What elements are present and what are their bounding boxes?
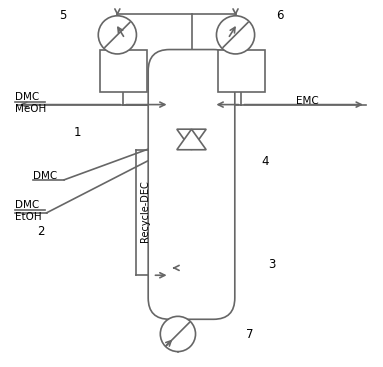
Bar [218,50,265,92]
Text: EtOH: EtOH [15,212,42,222]
Text: Recycle-DEC: Recycle-DEC [140,180,150,242]
Circle shape [98,16,136,54]
Circle shape [160,316,196,352]
Text: 4: 4 [261,155,268,168]
Text: 3: 3 [268,258,276,271]
Text: 6: 6 [276,9,283,22]
Text: DMC: DMC [15,91,39,102]
Bar [100,50,147,92]
Text: DMC: DMC [15,200,39,210]
Text: 1: 1 [74,126,82,139]
Text: MeOH: MeOH [15,104,47,114]
FancyBboxPatch shape [148,50,235,319]
Text: DMC: DMC [33,171,57,181]
Text: 5: 5 [59,9,66,22]
Polygon shape [177,129,206,150]
Text: 2: 2 [37,225,45,238]
Text: 7: 7 [247,328,254,341]
Circle shape [216,16,255,54]
Polygon shape [177,129,206,150]
Text: EMC: EMC [296,96,319,106]
